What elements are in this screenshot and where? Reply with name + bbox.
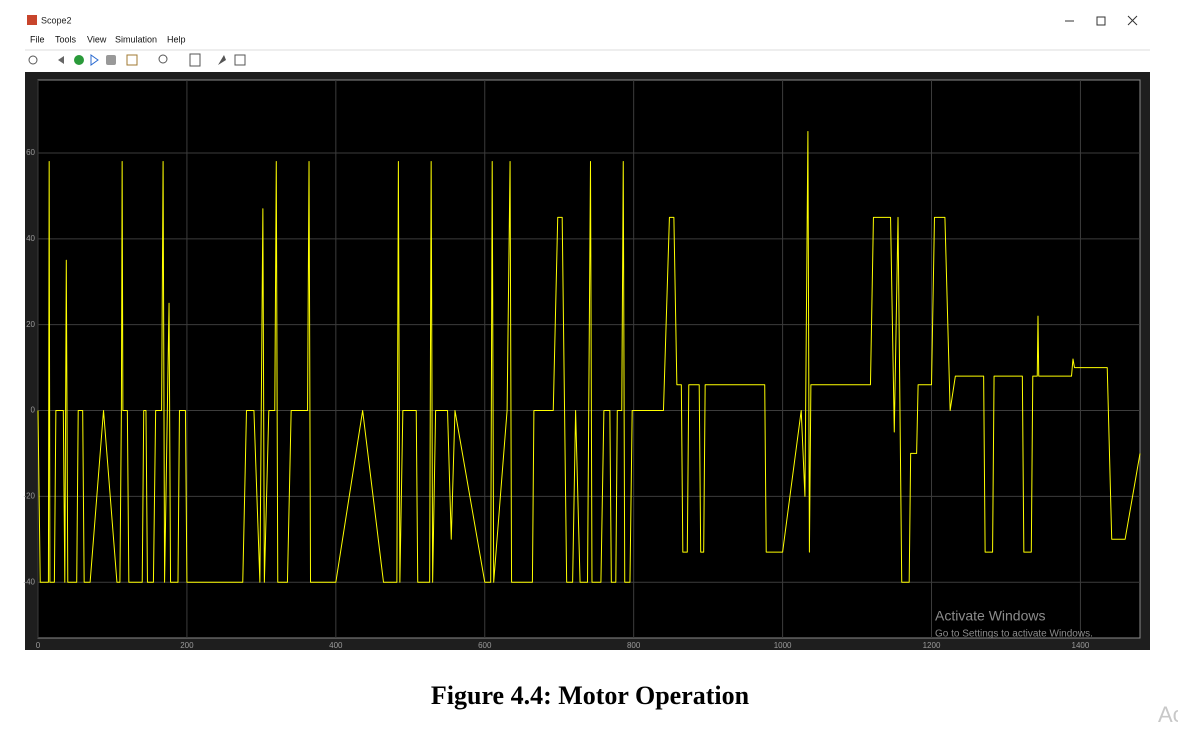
settings-icon[interactable] <box>28 55 38 65</box>
watermark-subtitle: Go to Settings to activate Windows. <box>935 629 1093 640</box>
y-tick-label: 60 <box>26 148 35 157</box>
menu-item[interactable]: View <box>87 34 107 44</box>
x-tick-label: 1200 <box>923 641 941 650</box>
corner-watermark: Ac <box>1158 702 1178 727</box>
autoscale-icon[interactable] <box>189 53 201 67</box>
menu-item[interactable]: File <box>30 34 45 44</box>
x-tick-label: 200 <box>180 641 194 650</box>
window-chrome <box>0 0 1178 72</box>
y-tick-label: 40 <box>26 234 35 243</box>
signals <box>37 131 1141 583</box>
trigger-icon[interactable] <box>218 55 226 65</box>
y-tick-label: -20 <box>23 491 35 500</box>
x-tick-label: 800 <box>627 641 641 650</box>
y-tick-label: 0 <box>31 406 36 415</box>
menu-item[interactable]: Simulation <box>115 34 157 44</box>
watermark-title: Activate Windows <box>935 608 1045 624</box>
x-tick-label: 1400 <box>1072 641 1090 650</box>
window-title: Scope2 <box>41 15 72 25</box>
step-forward-icon[interactable] <box>90 54 99 66</box>
close-button[interactable] <box>1127 15 1138 26</box>
app-icon <box>27 15 37 25</box>
zoom-icon[interactable] <box>158 54 168 64</box>
x-tick-label: 400 <box>329 641 343 650</box>
highlight-icon[interactable] <box>126 54 138 66</box>
y-tick-label: 20 <box>26 320 35 329</box>
signal-line <box>37 131 1141 583</box>
run-icon[interactable] <box>74 55 84 65</box>
restore-button[interactable] <box>1096 16 1106 26</box>
figure-caption: Figure 4.4: Motor Operation <box>431 681 750 710</box>
menu-bar: File Tools View Simulation Help <box>30 34 186 44</box>
stop-icon[interactable] <box>106 55 116 65</box>
y-tick-label: -40 <box>23 577 35 586</box>
x-tick-label: 0 <box>36 641 41 650</box>
menu-item[interactable]: Help <box>167 34 186 44</box>
toolbar <box>28 53 246 67</box>
x-tick-label: 1000 <box>774 641 792 650</box>
x-tick-label: 600 <box>478 641 492 650</box>
step-back-icon[interactable] <box>58 56 64 64</box>
measure-icon[interactable] <box>234 54 246 66</box>
menu-item[interactable]: Tools <box>55 34 77 44</box>
